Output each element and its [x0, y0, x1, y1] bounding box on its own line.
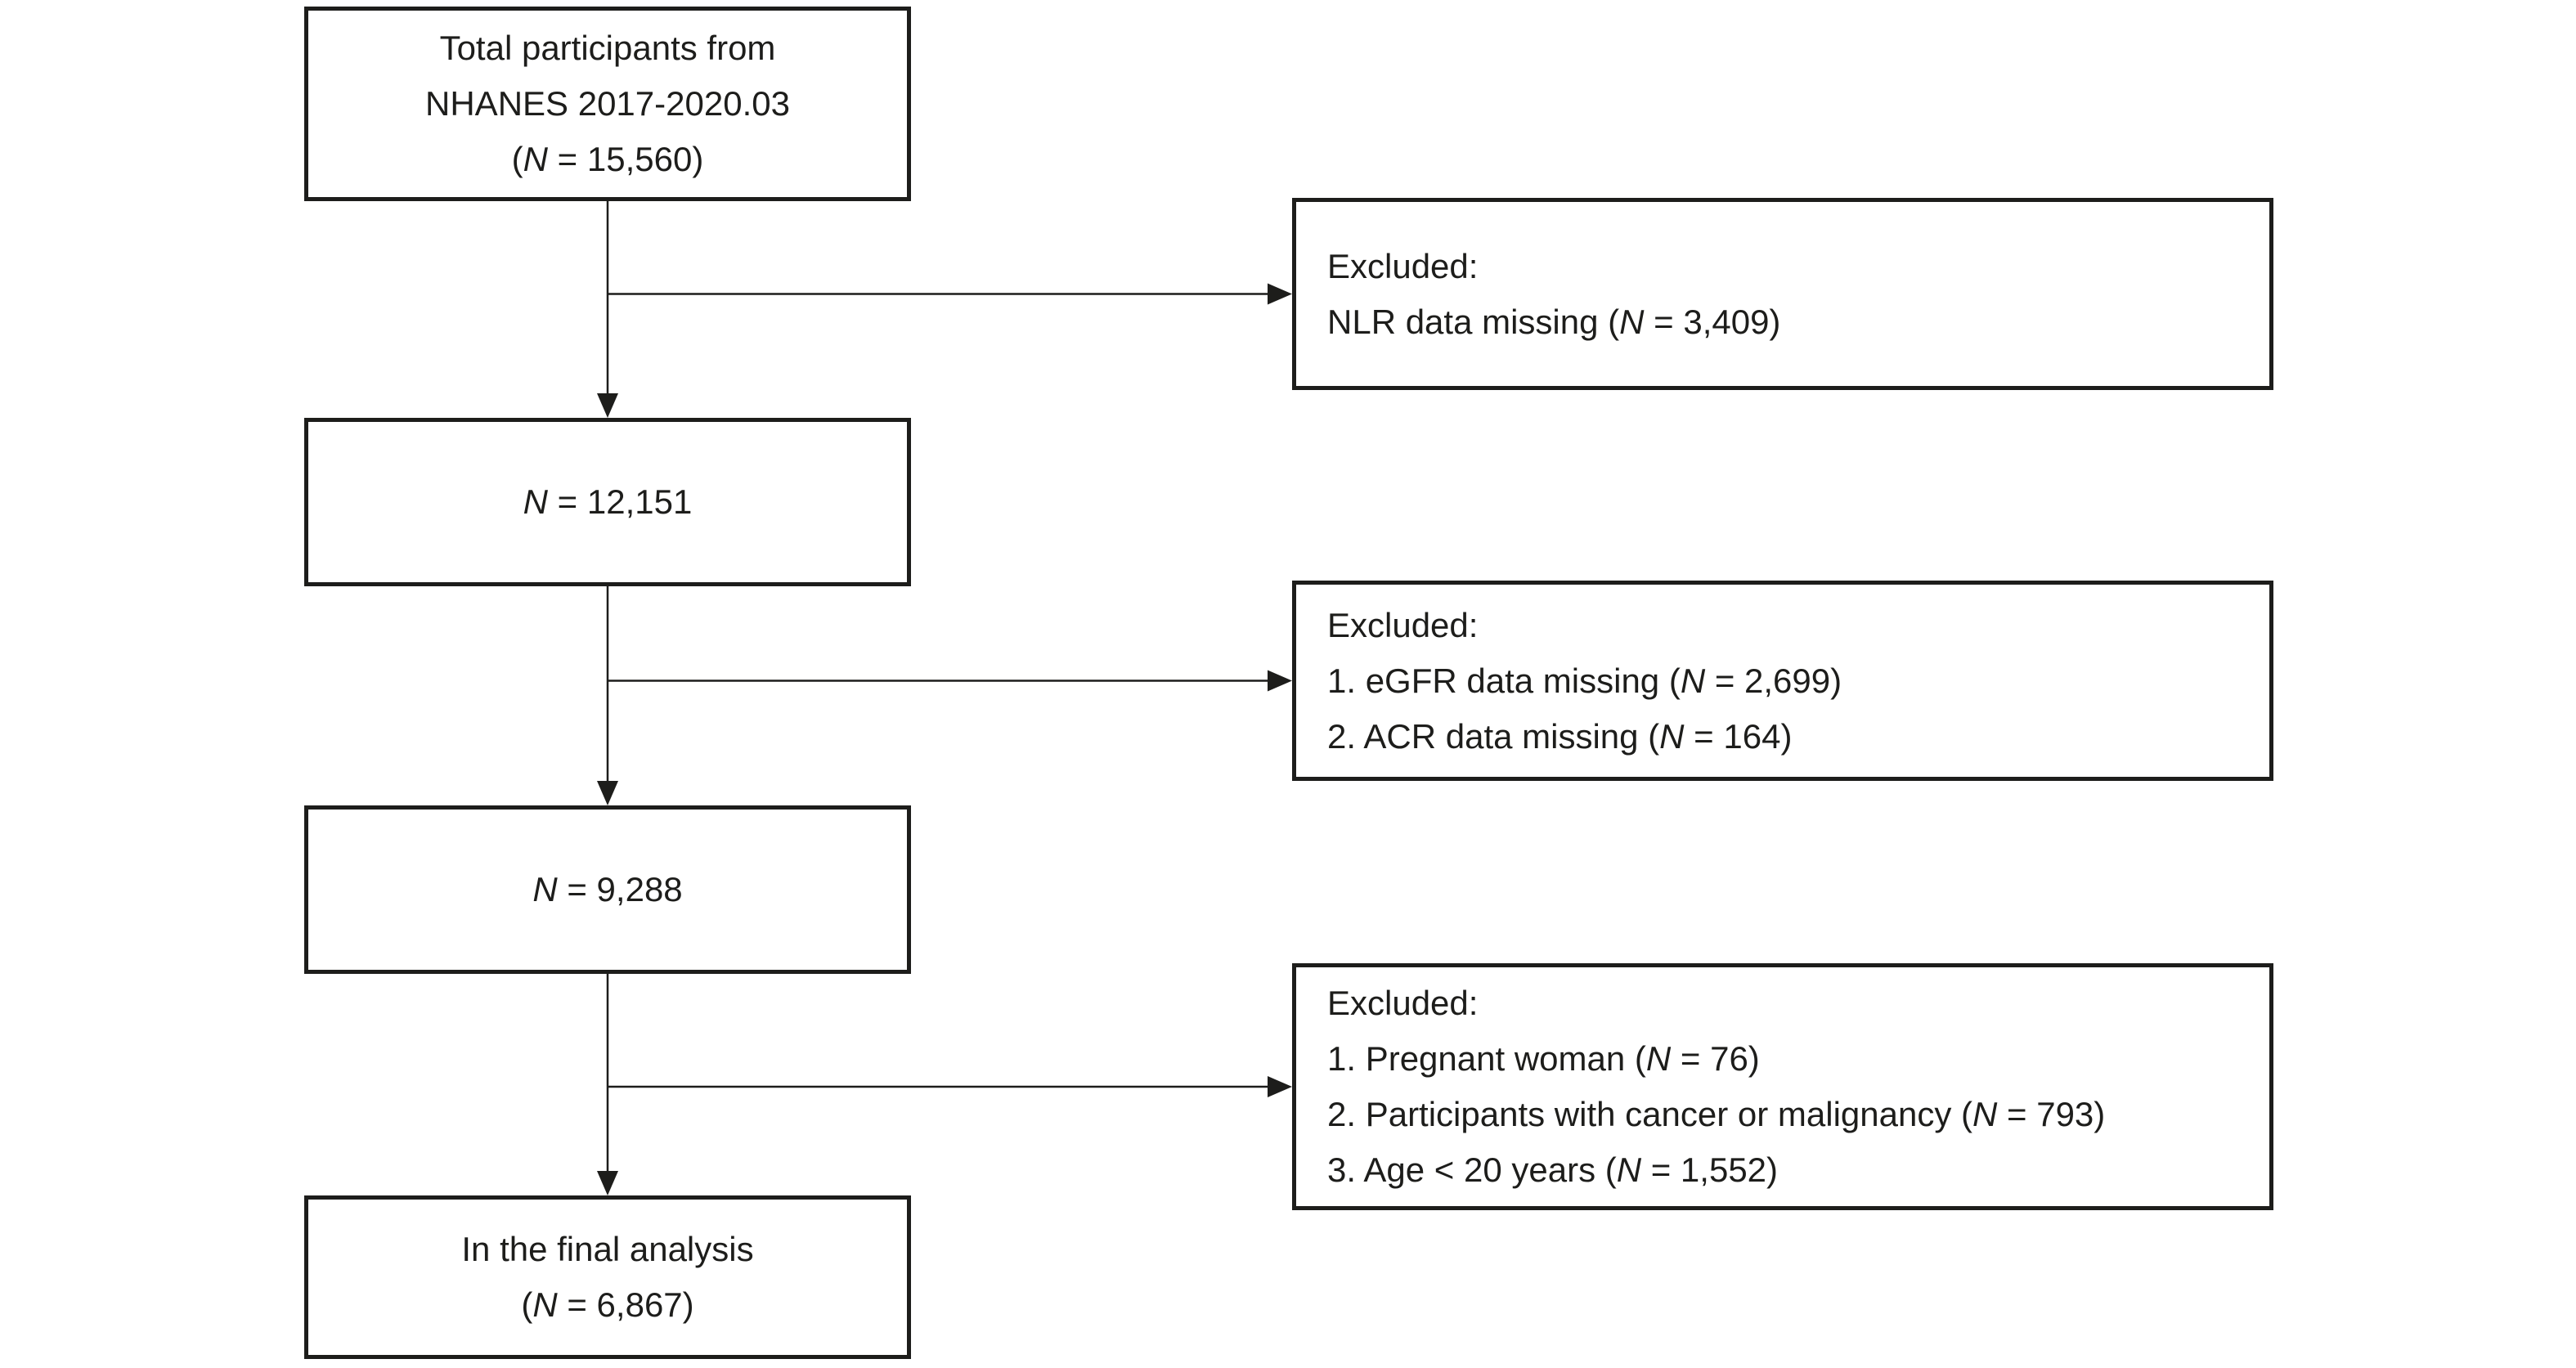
n-symbol: N: [523, 140, 549, 178]
n-symbol: N: [1659, 716, 1685, 756]
arrowhead-down-icon: [597, 781, 618, 805]
exclusion-box-nlr: Excluded: NLR data missing (N = 3,409): [1292, 198, 2273, 390]
box-n-9288: N = 9,288: [304, 805, 911, 974]
box-total-participants: Total participants from NHANES 2017-2020…: [304, 7, 911, 201]
count-text: = 15,560): [548, 140, 704, 178]
exclusion-header: Excluded:: [1327, 605, 1479, 644]
count-text: = 164): [1684, 716, 1793, 756]
exclusion-item: 1. eGFR data missing (N = 2,699): [1327, 653, 1842, 709]
exclusion-header: Excluded:: [1327, 246, 1479, 285]
text-segment: 1. eGFR data missing (: [1327, 661, 1681, 700]
n-symbol: N: [523, 482, 548, 521]
n-symbol: N: [1619, 302, 1645, 341]
exclusion-box-pregnant-cancer-age: Excluded: 1. Pregnant woman (N = 76) 2. …: [1292, 963, 2273, 1210]
count-text: = 1,552): [1641, 1150, 1779, 1189]
arrowhead-right-icon: [1268, 670, 1292, 692]
n-count-line: N = 12,151: [523, 474, 693, 530]
box-text-line: Total participants from: [439, 29, 776, 67]
exclusion-item: NLR data missing (N = 3,409): [1327, 294, 1780, 350]
exclusion-item: 2. Participants with cancer or malignanc…: [1327, 1087, 2105, 1142]
count-text: = 6,867): [557, 1285, 694, 1324]
arrowhead-down-icon: [597, 393, 618, 418]
text-segment: (: [511, 140, 523, 178]
count-text: = 3,409): [1644, 302, 1781, 341]
n-symbol: N: [1645, 1039, 1672, 1078]
box-text-line: In the final analysis: [461, 1230, 754, 1268]
count-text: = 793): [1997, 1095, 2106, 1133]
n-symbol: N: [1972, 1095, 1998, 1133]
text-segment: 1. Pregnant woman (: [1327, 1039, 1646, 1078]
n-count-line: N = 9,288: [532, 862, 682, 917]
n-count-line: (N = 6,867): [521, 1277, 693, 1333]
text-segment: 2. Participants with cancer or malignanc…: [1327, 1095, 1972, 1133]
n-count-line: (N = 15,560): [512, 132, 704, 187]
n-symbol: N: [532, 870, 558, 908]
n-symbol: N: [532, 1285, 558, 1324]
count-text: = 9,288: [557, 870, 683, 908]
box-n-12151: N = 12,151: [304, 418, 911, 586]
text-segment: (: [521, 1285, 533, 1324]
text-segment: 3. Age < 20 years (: [1327, 1150, 1617, 1189]
exclusion-item: 1. Pregnant woman (N = 76): [1327, 1031, 1760, 1087]
count-text: = 76): [1671, 1039, 1760, 1078]
exclusion-item: 2. ACR data missing (N = 164): [1327, 709, 1792, 765]
arrowhead-right-icon: [1268, 283, 1292, 305]
text-segment: 2. ACR data missing (: [1327, 716, 1660, 756]
n-symbol: N: [1616, 1150, 1642, 1189]
arrowhead-right-icon: [1268, 1076, 1292, 1097]
count-text: = 2,699): [1705, 661, 1842, 700]
exclusion-item: 3. Age < 20 years (N = 1,552): [1327, 1142, 1778, 1198]
exclusion-box-egfr-acr: Excluded: 1. eGFR data missing (N = 2,69…: [1292, 581, 2273, 781]
exclusion-header: Excluded:: [1327, 984, 1479, 1022]
box-text-line: NHANES 2017-2020.03: [425, 84, 790, 123]
text-segment: NLR data missing (: [1327, 302, 1620, 341]
box-final-analysis: In the final analysis (N = 6,867): [304, 1195, 911, 1359]
n-symbol: N: [1680, 661, 1706, 700]
count-text: = 12,151: [548, 482, 693, 521]
arrowhead-down-icon: [597, 1171, 618, 1195]
